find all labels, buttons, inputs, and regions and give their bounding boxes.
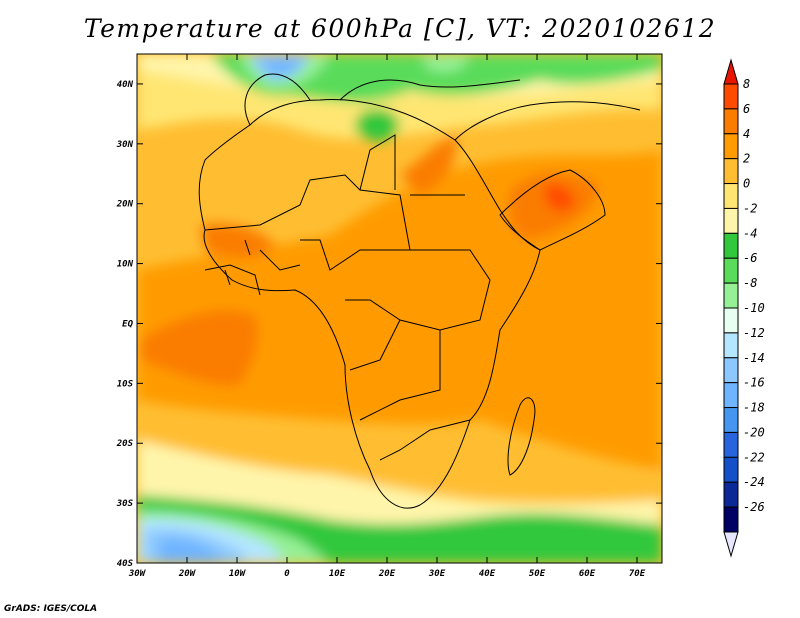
lon-tick-label: 70E [629, 569, 646, 579]
lon-tick-label: 20E [378, 569, 396, 579]
map-title: Temperature at 600hPa [C], VT: 202010261… [83, 14, 717, 43]
colorbar-segment [723, 431, 739, 458]
colorbar-segment [723, 456, 739, 483]
colorbar-label: -10 [743, 301, 765, 315]
colorbar-label: -8 [743, 276, 757, 290]
colorbar-label: 0 [743, 177, 750, 191]
lat-tick-label: 20N [116, 200, 134, 210]
lon-tick-label: 30E [428, 569, 446, 579]
lon-tick-label: 0 [284, 569, 290, 579]
lon-tick-label: 40E [479, 569, 496, 579]
colorbar-label: -26 [743, 500, 765, 514]
lat-tick-label: 20S [116, 439, 134, 449]
colorbar-label: -20 [743, 425, 765, 439]
colorbar-label: -12 [743, 326, 765, 340]
lat-tick-label: EQ [122, 319, 133, 329]
latitude-axis: 40N 30N 20N 10N EQ 10S 20S 30S 40S [116, 80, 662, 569]
colorbar-segment [723, 307, 739, 334]
lon-tick-label: 30W [128, 569, 147, 579]
lon-tick-label: 20W [178, 569, 197, 579]
colorbar-segment [723, 158, 739, 185]
temperature-field [137, 54, 662, 563]
colorbar-label: 8 [743, 77, 750, 91]
colorbar-segment [723, 83, 739, 110]
colorbar-segment [723, 506, 739, 533]
colorbar-label: -2 [743, 201, 757, 215]
lat-tick-label: 30N [116, 140, 134, 150]
colorbar-label: -4 [743, 226, 757, 240]
colorbar-label: -22 [743, 450, 765, 464]
colorbar-segment [723, 382, 739, 409]
lat-tick-label: 10N [117, 260, 134, 270]
colorbar-segment [723, 207, 739, 234]
lat-tick-label: 10S [117, 379, 134, 389]
credit-label: GrADS: IGES/COLA [4, 604, 98, 614]
colorbar-label: -16 [743, 376, 765, 390]
colorbar-label: -14 [743, 351, 765, 365]
colorbar: 8 6 4 2 0 -2 -4 -6 -8 -10 -12 -14 -16 -18 -20 -22 -24 -26 [723, 58, 765, 558]
lat-tick-label: 40N [117, 80, 134, 90]
colorbar-segment [723, 108, 739, 135]
colorbar-segment [723, 332, 739, 359]
colorbar-segment [723, 282, 739, 309]
colorbar-label: 6 [743, 102, 750, 116]
colorbar-top-arrow [723, 58, 739, 85]
lat-tick-label: 30S [116, 499, 134, 509]
colorbar-segment [723, 232, 739, 259]
colorbar-label: 4 [743, 127, 750, 141]
colorbar-segment [723, 183, 739, 209]
colorbar-bottom-arrow [723, 531, 739, 558]
lon-tick-label: 60E [579, 569, 596, 579]
longitude-axis: 30W 20W 10W 0 10E 20E 30E 40E 50E 60E 70E [128, 54, 646, 579]
lat-tick-label: 40S [117, 559, 134, 569]
lon-tick-label: 50E [529, 569, 546, 579]
colorbar-label: -24 [743, 475, 765, 489]
plot-frame [136, 53, 663, 564]
colorbar-label: -6 [743, 251, 757, 265]
colorbar-segment [723, 357, 739, 384]
colorbar-segment [723, 257, 739, 284]
lon-tick-label: 10E [329, 569, 346, 579]
colorbar-segment [723, 407, 739, 433]
colorbar-segment [723, 133, 739, 160]
colorbar-label: 2 [743, 152, 750, 166]
colorbar-segment [723, 481, 739, 508]
lon-tick-label: 10W [229, 569, 247, 579]
coastlines [198, 73, 641, 509]
colorbar-label: -18 [743, 401, 765, 415]
